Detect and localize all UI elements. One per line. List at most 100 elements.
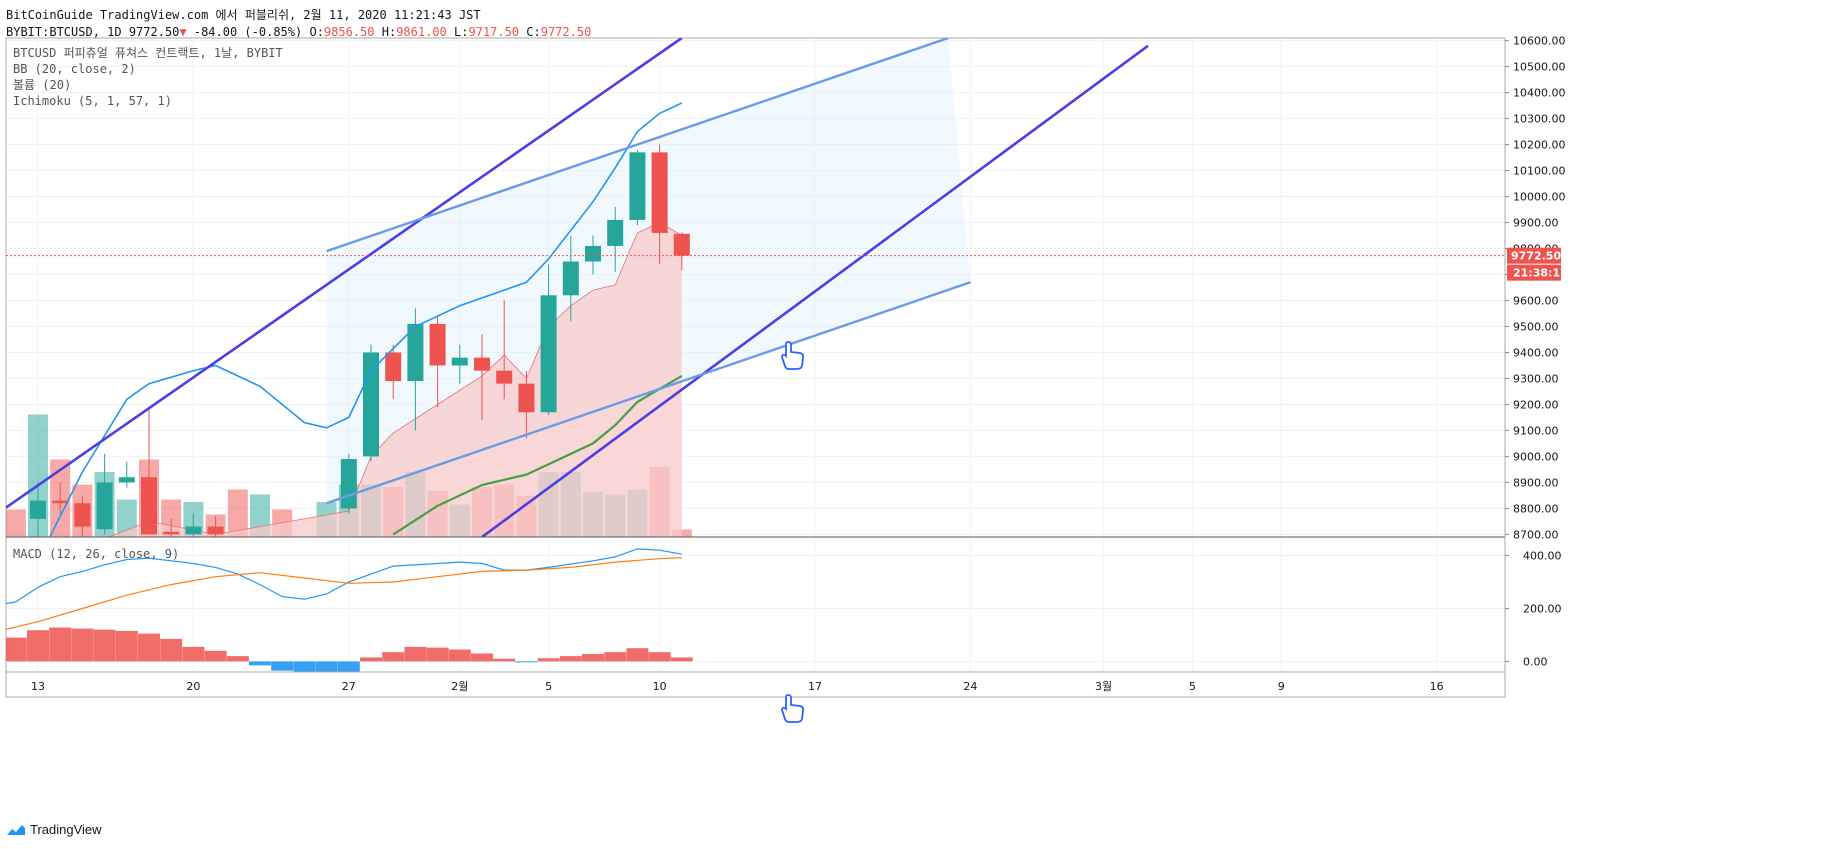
time-tick-label: 10 [653,680,667,693]
macd-histogram-bar [160,638,183,662]
price-tick-label: 9200.00 [1513,398,1559,411]
change-value: -84.00 (-0.85%) [193,25,303,39]
legend-macd: MACD (12, 26, close, 9) [13,547,179,561]
macd-tick-label: 0.00 [1523,655,1548,668]
ichimoku-line [392,374,683,536]
macd-histogram-bar [426,647,449,662]
macd-histogram-bar [204,650,227,662]
legend-title: BTCUSD 퍼피츄얼 퓨쳐스 컨트랙트, 1날, BYBIT [13,46,283,60]
candle-body [585,245,601,262]
macd-histogram-bar [448,649,471,662]
macd-histogram-bar [27,630,49,662]
time-tick-label: 20 [186,680,200,693]
macd-histogram-bar [226,656,249,662]
macd-histogram-bar [604,652,627,662]
volume-bar [6,509,26,537]
candle-body [385,352,402,382]
volume-bar [227,489,248,537]
price-tick-label: 10300.00 [1513,113,1566,126]
macd-histogram-bar [49,627,72,662]
candle-body [163,531,180,535]
price-tick-label: 8700.00 [1513,528,1559,541]
macd-histogram-bar [337,661,360,672]
candle-body [540,295,557,413]
price-tick-label: 9100.00 [1513,424,1559,437]
macd-histogram-bar [71,628,94,662]
time-tick-label: 27 [342,680,356,693]
time-tick-label: 16 [1430,680,1444,693]
macd-histogram-bar [493,658,516,662]
macd-histogram-bar [293,661,316,672]
price-tick-label: 8800.00 [1513,502,1559,515]
candle-body [118,477,135,483]
pointer-hand-icon-shape [781,341,805,370]
macd-histogram-bar [404,646,427,662]
trend-upper-line [326,38,949,253]
macd-histogram-bar [471,653,493,662]
bollinger-upper-line [48,102,683,537]
price-tick-label: 9000.00 [1513,450,1559,463]
tradingview-brand[interactable]: TradingView [6,822,102,837]
countdown-tag [1507,264,1561,281]
candle-body [407,323,424,382]
open-label: O: [309,25,324,39]
ichimoku-cloud [82,222,682,537]
candle-body [651,152,668,233]
countdown-tag-label: 21:38:17 [1513,267,1568,280]
macd-histogram-bar [315,661,338,672]
low-label: L: [454,25,469,39]
time-tick-label: 9 [1278,680,1285,693]
legend-ichimoku: Ichimoku (5, 1, 57, 1) [13,94,172,108]
macd-histogram-bar [93,629,116,662]
time-tick-label: 5 [545,680,552,693]
candle-body [141,477,157,535]
macd-tick-label: 200.00 [1523,602,1562,615]
price-tick-label: 9900.00 [1513,217,1559,230]
macd-signal-line [6,557,682,630]
price-tick-label: 9300.00 [1513,372,1559,385]
macd-histogram-bar [648,652,671,662]
candle-body [30,500,46,519]
close-value: 9772.50 [540,25,592,39]
price-tick-label: 8900.00 [1513,476,1559,489]
candle-body [363,352,379,457]
price-tick-label: 9400.00 [1513,346,1559,359]
macd-histogram-bar [115,630,138,662]
last-price-tag-label: 9772.50 [1511,250,1561,263]
time-tick-label: 17 [808,680,822,693]
ohlc-bar: BYBIT:BTCUSD, 1D 9772.50▼ -84.00 (-0.85%… [6,25,591,39]
candle-body [607,219,624,246]
channel-lower-line [481,44,1149,537]
tradingview-logo-icon [7,824,25,835]
candle-body [673,233,690,256]
candle-body [451,357,468,366]
price-tick-label: 10000.00 [1513,191,1566,204]
candle-body [562,261,579,296]
open-value: 9856.50 [323,25,375,39]
main-pane [6,38,1505,537]
macd-histogram-bar [138,633,160,662]
macd-histogram-bar [515,661,538,663]
pointer-hand-icon-macd [781,694,805,723]
macd-histogram-bar [360,657,382,662]
legend-volume: 볼륨 (20) [13,78,71,92]
macd-histogram-bar [382,652,405,662]
candle-body [207,526,224,535]
price-tick-label: 9600.00 [1513,294,1559,307]
down-arrow-icon: ▼ [179,25,187,39]
time-tick-label: 13 [31,680,45,693]
macd-histogram-bar [271,661,294,671]
brand-label: TradingView [30,822,102,837]
candle-body [185,526,202,535]
macd-histogram-bar [537,658,560,662]
candle-body [496,370,513,384]
volume-bar [116,499,137,537]
candle-body [52,500,69,504]
price-tick-label: 10400.00 [1513,87,1566,100]
macd-histogram-bar [582,654,604,662]
candle-body [629,152,646,220]
price-tick-label: 10200.00 [1513,139,1566,152]
macd-histogram-bar [6,637,27,662]
price-tick-label: 10500.00 [1513,61,1566,74]
